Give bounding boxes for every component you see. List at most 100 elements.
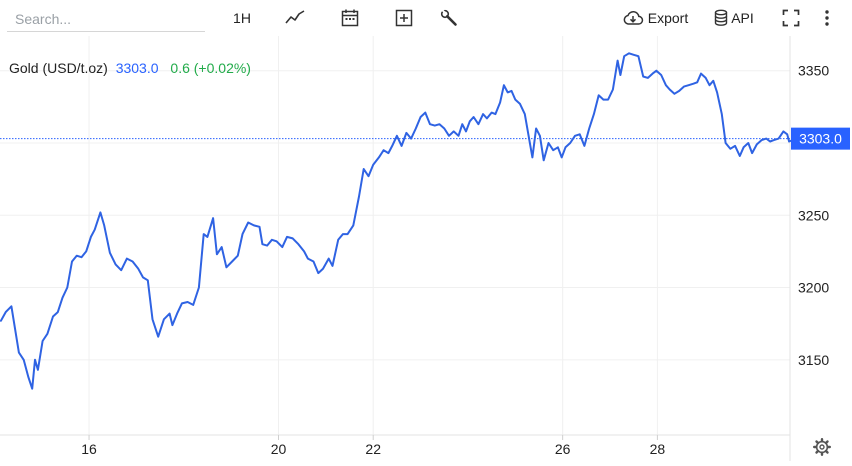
data-point [276, 240, 278, 242]
data-point [253, 224, 255, 226]
chart-type-button[interactable] [282, 6, 308, 30]
data-point [147, 279, 149, 281]
price-chart[interactable]: 16 20 22 26 28 3150 3200 3250 3350 3303.0 Gold … [0, 36, 852, 461]
current-price-badge: 3303.0 [791, 127, 850, 150]
data-point [23, 359, 25, 361]
data-point [157, 336, 159, 338]
data-point [410, 138, 412, 140]
data-point [725, 142, 727, 144]
data-point [271, 239, 273, 241]
data-point [429, 123, 431, 125]
data-point [401, 145, 403, 147]
y-tick-label: 3350 [798, 63, 829, 79]
data-point [528, 135, 530, 137]
y-tick-label: 3250 [798, 207, 829, 223]
data-point [352, 224, 354, 226]
data-point [565, 146, 567, 148]
data-point [765, 138, 767, 140]
data-point [328, 258, 330, 260]
data-point [511, 90, 513, 92]
data-point [405, 132, 407, 134]
data-point [347, 233, 349, 235]
data-point [206, 236, 208, 238]
data-point [368, 175, 370, 177]
calendar-icon [341, 9, 359, 27]
data-point [734, 145, 736, 147]
data-point [103, 224, 105, 226]
export-button[interactable]: Export [619, 6, 691, 30]
data-point [628, 52, 630, 54]
data-point [561, 156, 563, 158]
data-point [71, 261, 73, 263]
gear-icon [813, 438, 831, 456]
chart-settings-button[interactable] [813, 438, 831, 456]
data-point [27, 376, 29, 378]
data-point [37, 369, 39, 371]
data-point [212, 217, 214, 219]
data-point [358, 196, 360, 198]
data-point [739, 155, 741, 157]
data-point [692, 83, 694, 85]
data-point [363, 168, 365, 170]
data-point [494, 113, 496, 115]
interval-button[interactable]: 1H [228, 6, 256, 30]
data-point [721, 113, 723, 115]
data-point [673, 93, 675, 95]
chart-area[interactable]: 16 20 22 26 28 3150 3200 3250 3350 3303.0 Gold … [0, 36, 852, 461]
data-point [286, 236, 288, 238]
settings-tools-button[interactable] [437, 6, 461, 30]
data-point [482, 113, 484, 115]
api-button[interactable]: API [710, 6, 758, 30]
data-point [548, 142, 550, 144]
data-point [552, 149, 554, 151]
more-menu-button[interactable] [818, 6, 836, 30]
data-point [176, 313, 178, 315]
data-point [391, 145, 393, 147]
data-point [439, 123, 441, 125]
data-point [94, 229, 96, 231]
data-point [62, 297, 64, 299]
data-point [477, 123, 479, 125]
data-point [132, 261, 134, 263]
legend-symbol: Gold (USD/t.oz) [9, 60, 108, 76]
data-point [281, 246, 283, 248]
data-point [619, 74, 621, 76]
data-point [716, 91, 718, 93]
data-point [761, 139, 763, 141]
data-point [307, 258, 309, 260]
data-point [499, 102, 501, 104]
line-chart-icon [285, 10, 305, 24]
data-point [778, 138, 780, 140]
data-point [163, 318, 165, 320]
data-point [507, 91, 509, 93]
data-point [473, 116, 475, 118]
data-point [420, 116, 422, 118]
fullscreen-button[interactable] [780, 6, 802, 30]
data-point [524, 113, 526, 115]
data-point [76, 255, 78, 257]
data-point [569, 142, 571, 144]
data-point [90, 236, 92, 238]
date-range-button[interactable] [338, 6, 362, 30]
legend-price: 3303.0 [116, 60, 159, 76]
data-point [660, 74, 662, 76]
add-indicator-button[interactable] [392, 6, 416, 30]
data-point [137, 268, 139, 270]
data-point [458, 135, 460, 137]
fullscreen-icon [782, 9, 800, 27]
data-point [18, 352, 20, 354]
data-point [85, 250, 87, 252]
search-input[interactable] [7, 6, 205, 32]
data-point [769, 141, 771, 143]
data-point [342, 233, 344, 235]
data-point [588, 128, 590, 130]
data-point [531, 156, 533, 158]
data-point [152, 318, 154, 320]
data-point [378, 156, 380, 158]
data-point [773, 139, 775, 141]
data-point [486, 117, 488, 119]
data-point [231, 261, 233, 263]
data-point [705, 77, 707, 79]
data-point [115, 263, 117, 265]
toolbar: 1H [0, 0, 852, 36]
